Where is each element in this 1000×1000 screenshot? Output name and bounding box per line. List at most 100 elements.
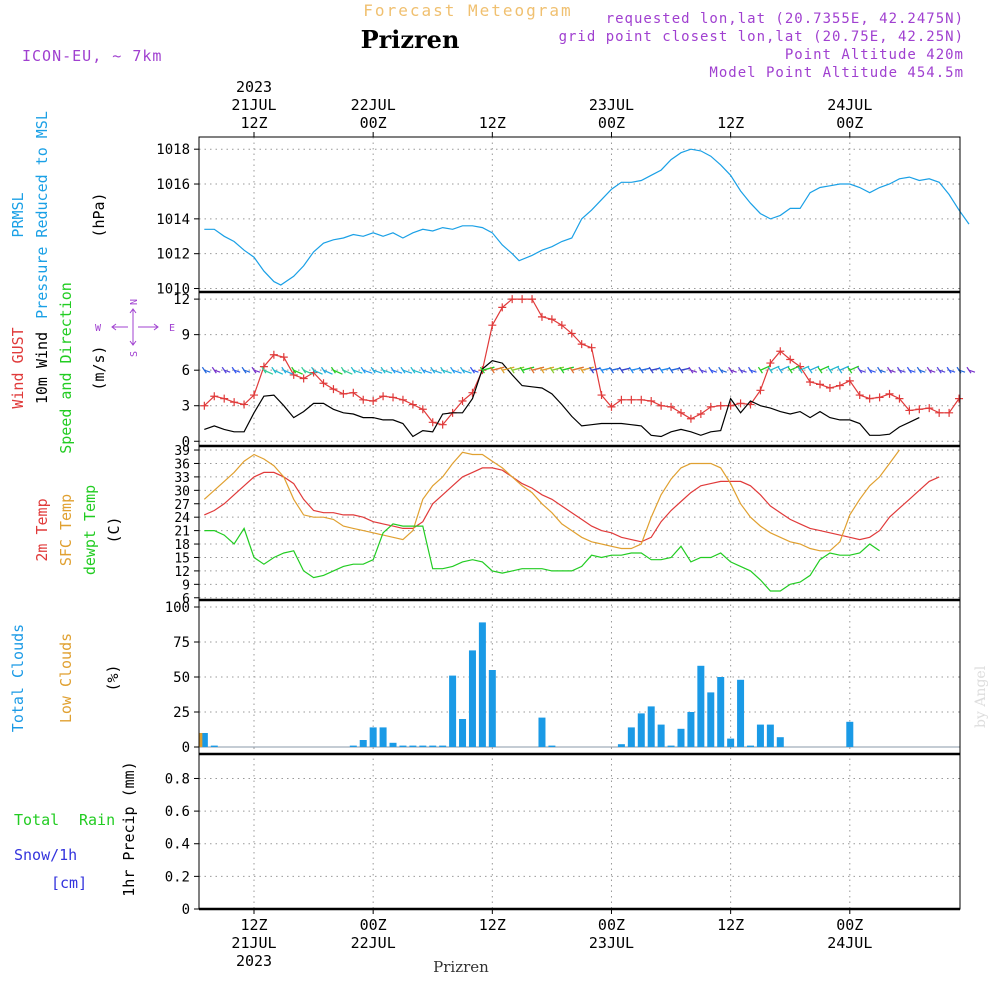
wind-direction-arrowhead xyxy=(589,366,595,374)
bottom-day-label: 21JUL xyxy=(231,934,276,952)
gust-marker xyxy=(875,393,884,402)
top-hour-label: 00Z xyxy=(598,114,625,132)
top-hour-label: 12Z xyxy=(240,114,267,132)
compass-south: S xyxy=(129,351,140,357)
wind-direction-arrowhead xyxy=(291,366,297,374)
wind-direction-arrowhead xyxy=(400,366,406,374)
wind-direction-arrow xyxy=(829,365,840,371)
wind-direction-arrow xyxy=(621,367,631,371)
label-1hr-precip: 1hr Precip (mm) xyxy=(120,761,138,896)
wind-direction-arrowhead xyxy=(231,366,237,374)
total-cloud-bar xyxy=(419,745,427,747)
total-cloud-bar xyxy=(667,745,675,747)
gust-marker xyxy=(786,355,795,364)
y-tick-label: 25 xyxy=(173,705,190,721)
wind-direction-arrowhead xyxy=(340,366,346,374)
total-cloud-bar xyxy=(488,670,496,747)
wind-direction-arrowhead xyxy=(916,366,922,374)
wind-direction-arrowhead xyxy=(797,366,803,374)
wind-direction-arrowhead xyxy=(281,366,287,374)
panel-frame-precip xyxy=(198,753,961,910)
wind-direction-arrowhead xyxy=(857,366,863,374)
label-rain: Rain xyxy=(79,811,115,829)
wind-direction-arrow xyxy=(422,369,433,374)
gridpoint-coords: grid point closest lon,lat (20.75E, 42.2… xyxy=(559,29,964,45)
wind-direction-arrowhead xyxy=(450,366,456,374)
wind-direction-arrow xyxy=(591,367,601,371)
wind-direction-arrow xyxy=(680,367,691,371)
total-cloud-bar xyxy=(429,745,437,747)
wind-direction-arrowhead xyxy=(350,366,356,374)
wind-direction-arrow xyxy=(402,369,413,374)
y-tick-label: 1016 xyxy=(156,177,190,193)
y-tick-label: 12 xyxy=(174,565,190,580)
credit-watermark: by Angel xyxy=(973,665,989,728)
wind-direction-arrowhead xyxy=(817,366,823,374)
wind-direction-arrowhead xyxy=(658,366,664,374)
wind-direction-arrowhead xyxy=(648,366,654,374)
total-cloud-bar xyxy=(747,745,754,747)
wind-direction-arrowhead xyxy=(261,366,267,374)
label-celsius: (C) xyxy=(105,516,123,543)
wind-direction-arrow xyxy=(660,367,671,371)
label-prmsl: PRMSL xyxy=(9,192,27,237)
wind-direction-arrowhead xyxy=(787,366,793,374)
wind-direction-arrow xyxy=(293,369,303,375)
label-2m-temp: 2m Temp xyxy=(33,498,51,561)
wind-direction-arrowhead xyxy=(847,366,853,374)
gust-marker xyxy=(657,401,666,410)
wind-direction-arrowhead xyxy=(489,366,495,374)
total-cloud-bar xyxy=(647,706,655,747)
wind-direction-arrow xyxy=(412,369,423,374)
wind-direction-arrowhead xyxy=(837,366,843,374)
wind-direction-arrow xyxy=(263,369,274,375)
wind-direction-arrowhead xyxy=(678,366,684,374)
wind-direction-arrowhead xyxy=(380,366,386,374)
gust-marker xyxy=(518,295,527,304)
gust-marker xyxy=(289,370,298,379)
y-tick-label: 1012 xyxy=(156,247,190,263)
y-tick-label: 15 xyxy=(174,551,190,566)
total-cloud-bar xyxy=(756,724,764,747)
y-tick-label: 9 xyxy=(182,578,190,593)
gust-marker xyxy=(716,401,725,410)
wind-direction-arrowhead xyxy=(430,366,436,374)
gust-marker xyxy=(408,400,417,409)
y-tick-label: 3 xyxy=(182,399,190,415)
wind-direction-arrowhead xyxy=(370,366,376,374)
temp-sfc-line xyxy=(203,449,900,552)
panel-frames xyxy=(198,136,961,911)
gust-marker xyxy=(438,420,447,429)
wind-direction-arrowhead xyxy=(579,366,585,374)
wind-direction-arrow xyxy=(283,369,294,375)
temp-dewpoint-line xyxy=(204,523,880,592)
wind-direction-arrowhead xyxy=(241,366,247,374)
wind-direction-arrow xyxy=(799,365,810,371)
wind-direction-arrowhead xyxy=(936,366,942,374)
wind-direction-arrow xyxy=(392,369,403,374)
gust-marker xyxy=(557,321,566,330)
wind-direction-arrow xyxy=(849,365,860,371)
top-day-label: 24JUL xyxy=(827,96,872,114)
gust-marker xyxy=(269,350,278,359)
y-tick-label: 21 xyxy=(174,525,190,540)
wind-direction-arrow xyxy=(462,369,472,374)
label-total: Total xyxy=(14,811,59,829)
gust-marker xyxy=(329,385,338,394)
label-sfc-temp: SFC Temp xyxy=(57,494,75,566)
gust-marker xyxy=(637,395,646,404)
gust-marker xyxy=(587,343,596,352)
gust-marker xyxy=(240,400,249,409)
wind-direction-arrow xyxy=(482,366,495,371)
y-tick-label: 100 xyxy=(165,600,190,616)
wind-direction-arrowhead xyxy=(479,366,485,374)
gust-marker xyxy=(577,340,586,349)
total-cloud-bar xyxy=(478,622,486,747)
total-cloud-bar xyxy=(637,713,645,747)
total-cloud-bar xyxy=(737,679,745,747)
wind-direction-arrowhead xyxy=(906,366,912,374)
wind-direction-arrowhead xyxy=(360,366,366,374)
wind-line xyxy=(204,360,920,438)
point-altitude: Point Altitude 420m xyxy=(785,47,964,63)
panel-frame-pressure xyxy=(198,136,961,293)
